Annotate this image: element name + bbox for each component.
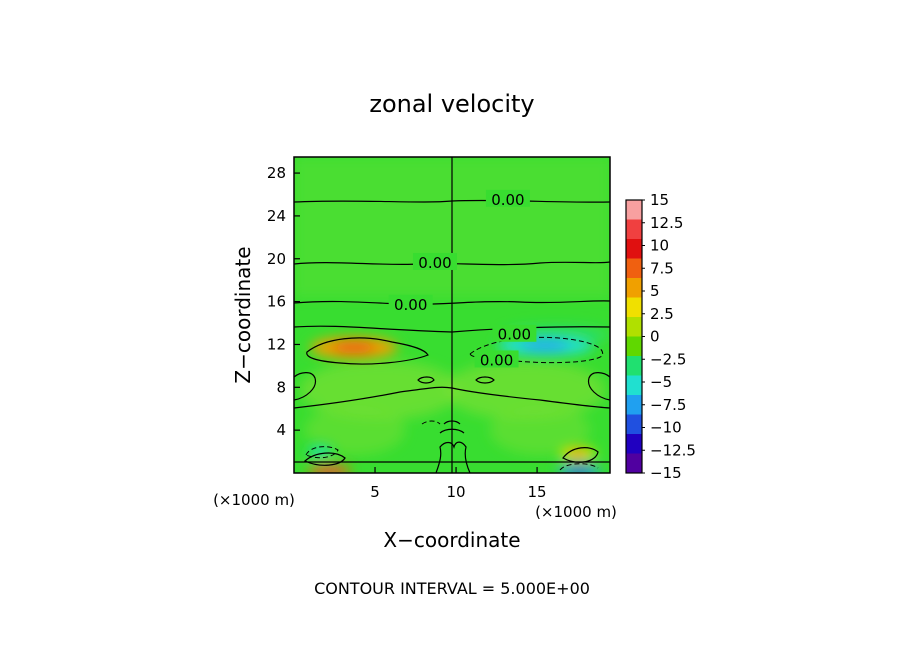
y-tick-label: 28	[267, 164, 286, 182]
colorbar-swatch	[626, 317, 642, 337]
plot-frame	[293, 156, 611, 474]
y-tick-label: 24	[267, 207, 286, 225]
colorbar-swatch	[626, 395, 642, 415]
colorbar-label: 7.5	[650, 259, 674, 277]
x-unit-right: (×1000 m)	[535, 503, 617, 521]
feature-core	[569, 467, 590, 473]
contour-label-bg	[492, 324, 537, 342]
colorbar-swatch	[626, 434, 642, 454]
colorbar-label: 10	[650, 237, 669, 255]
colorbar-swatch	[626, 375, 642, 396]
chart-title: zonal velocity	[369, 90, 534, 118]
feature-core	[521, 340, 570, 351]
contour-line	[587, 372, 610, 401]
feature-core	[319, 467, 340, 473]
contour-line	[305, 446, 339, 459]
feature-core	[331, 341, 376, 354]
colorbar-swatch	[626, 239, 642, 259]
colorbar-swatch	[626, 200, 642, 220]
y-tick-label: 12	[267, 335, 286, 353]
colorbar-label: 5	[650, 282, 660, 300]
y-tick-label: 4	[276, 421, 286, 439]
x-axis-label: X−coordinate	[383, 528, 520, 552]
colorbar-swatch	[626, 297, 642, 318]
feature-core	[569, 450, 586, 457]
contour-line	[417, 376, 435, 384]
colorbar: 15 12.5 10 7.5 5 2.5 0 −2.5 −5 −7.5 −10 −12.5 −15	[625, 191, 696, 482]
contour-line	[294, 372, 317, 401]
contour-label-bg	[474, 350, 519, 368]
contour-label-bg	[388, 294, 433, 312]
contour-line	[303, 452, 346, 466]
contour-line	[475, 376, 495, 384]
contour-interval-note: CONTOUR INTERVAL = 5.000E+00	[314, 579, 590, 598]
colorbar-swatch	[626, 336, 642, 357]
colorbar-label: 0	[650, 328, 660, 346]
y-tick-label: 16	[267, 293, 286, 311]
colorbar-label: −15	[650, 464, 682, 482]
colorbar-label: −7.5	[650, 396, 686, 414]
colorbar-swatch	[626, 219, 642, 240]
colorbar-swatch	[626, 414, 642, 435]
y-ticks: 4 8 12 16 20 24 28	[267, 164, 300, 439]
y-axis-label: Z−coordinate	[231, 246, 255, 383]
colorbar-label: −10	[650, 419, 682, 437]
contour-line	[435, 441, 471, 473]
contour-line	[559, 463, 599, 471]
contour-label: 0.00	[498, 326, 531, 344]
contour-line	[306, 337, 429, 365]
colorbar-swatch	[626, 356, 642, 376]
contour-label: 0.00	[418, 254, 451, 272]
contour-label: 0.00	[491, 191, 524, 209]
x-unit-left: (×1000 m)	[213, 491, 295, 509]
colorbar-label: −2.5	[650, 350, 686, 368]
x-ticks: 5 10 15	[370, 467, 547, 501]
x-tick-label: 5	[370, 483, 380, 501]
y-tick-label: 20	[267, 250, 286, 268]
x-tick-label: 10	[447, 483, 466, 501]
colorbar-swatch	[626, 278, 642, 298]
colorbar-label: −5	[650, 373, 672, 391]
contour-label-bg	[412, 252, 457, 270]
contour-label: 0.00	[394, 296, 427, 314]
contour-line	[294, 300, 610, 305]
contour-label: 0.00	[480, 351, 513, 369]
plot-field: 0.00 0.00 0.00 0.00 0.00	[294, 157, 610, 473]
colorbar-label: 15	[650, 191, 669, 209]
contour-label-layer: 0.00 0.00 0.00 0.00 0.00	[388, 189, 537, 369]
contour-line	[421, 420, 441, 425]
colorbar-label: −12.5	[650, 441, 696, 459]
contour-label-bg	[485, 189, 530, 207]
colorbar-label: 12.5	[650, 214, 683, 232]
contour-line	[294, 261, 610, 266]
x-tick-label: 15	[528, 483, 547, 501]
colorbar-label: 2.5	[650, 305, 674, 323]
colorbar-swatch	[626, 258, 642, 279]
colorbar-swatch	[626, 453, 642, 474]
y-tick-label: 8	[276, 378, 286, 396]
